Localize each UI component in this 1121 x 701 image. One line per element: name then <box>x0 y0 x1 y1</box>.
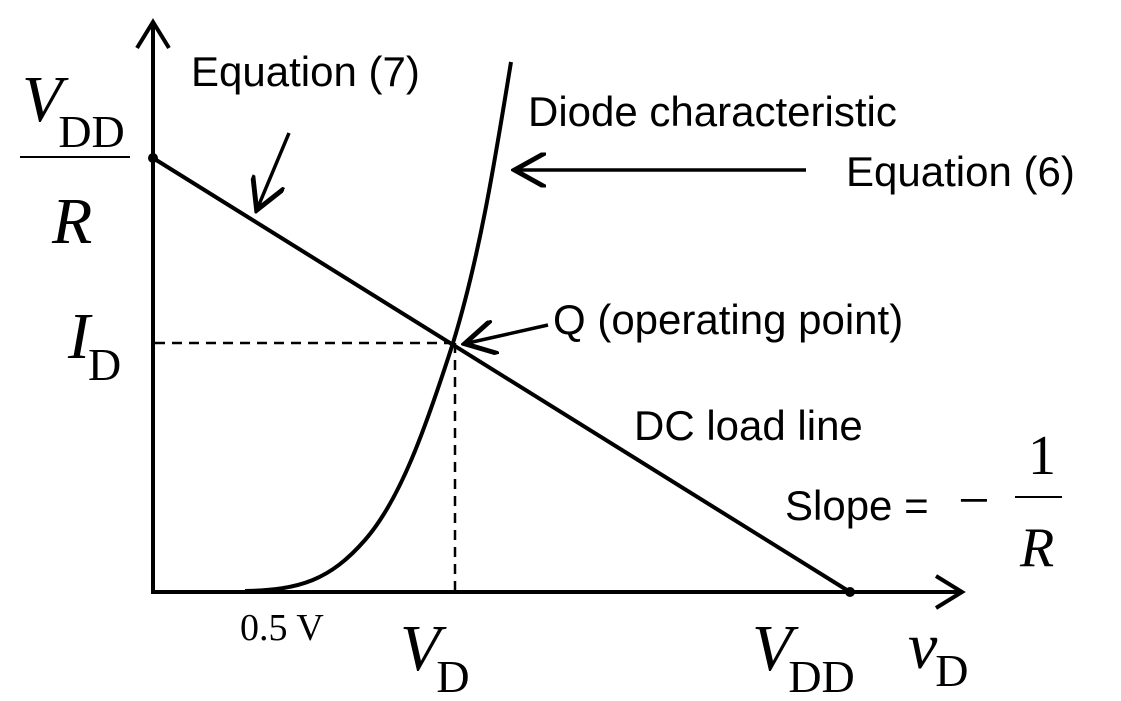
vdd-axis-label: VDD <box>752 612 855 701</box>
slope-minus-sign: − <box>958 470 990 532</box>
dc-load-line <box>151 156 852 594</box>
vd-variable-axis-label: vD <box>908 610 969 696</box>
load-line-x-intercept-dot <box>845 587 855 597</box>
id-axis-label: ID <box>67 300 121 390</box>
vdd-over-r-denominator: R <box>51 185 92 258</box>
slope-denominator: R <box>1019 517 1054 579</box>
vd-axis-label: VD <box>400 612 470 701</box>
slope-numerator: 1 <box>1028 425 1056 487</box>
vdd-over-r-numerator: VDD <box>22 63 125 157</box>
dc-load-line-label: DC load line <box>634 402 863 449</box>
threshold-tick-label: 0.5 V <box>240 607 324 649</box>
slope-prefix-label: Slope = <box>785 482 929 529</box>
equation7-pointer-arrow <box>258 132 291 207</box>
equation7-label: Equation (7) <box>191 48 420 95</box>
diode-characteristic-label: Diode characteristic <box>528 88 897 135</box>
q-point-pointer-arrow <box>468 325 549 343</box>
equation6-label: Equation (6) <box>846 148 1075 195</box>
q-point-label: Q (operating point) <box>553 296 903 343</box>
x-axis-arrowhead <box>934 574 966 610</box>
y-axis-arrowhead <box>135 18 171 50</box>
load-line-y-intercept-dot <box>148 153 158 163</box>
diode-characteristic-curve <box>244 61 513 593</box>
